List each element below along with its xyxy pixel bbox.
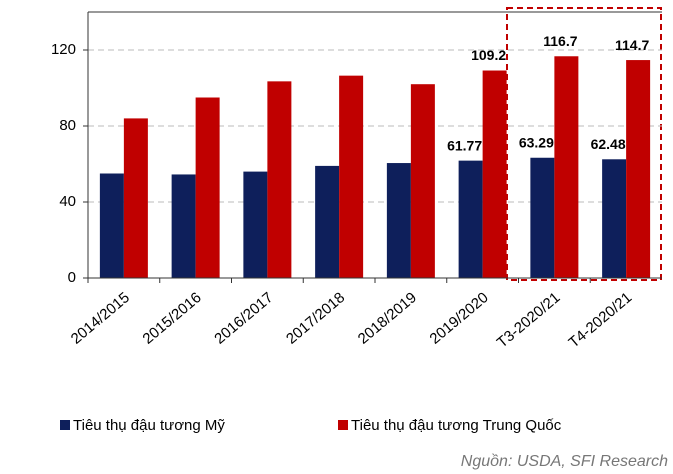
x-tick-label: 2017/2018 [283,289,348,348]
bar [171,174,196,278]
bar [626,60,651,278]
x-tick-label: 2018/2019 [355,289,420,348]
data-label: 114.7 [615,37,649,53]
source: Nguồn: USDA, SFI Research [461,453,668,470]
bar [99,173,124,278]
bar [267,81,292,278]
bar [482,70,507,279]
x-tick-label: 2016/2017 [211,289,276,348]
bar [315,165,340,278]
bar [339,75,364,279]
data-label: 62.48 [591,136,626,152]
x-tick-label: T3-2020/21 [494,289,564,351]
data-label: 109.2 [471,47,506,63]
bar [386,163,411,278]
x-tick-label: 2015/2016 [140,289,205,348]
bar [530,157,555,278]
bar [410,84,435,278]
data-label: 116.7 [543,33,577,49]
x-tick-label: 2014/2015 [68,289,133,348]
legend-label: Tiêu thụ đậu tương Trung Quốc [351,417,562,434]
highlight-box [506,7,662,281]
bar [123,118,148,279]
x-tick-label: T4-2020/21 [566,289,636,351]
bar [243,171,268,278]
bar [458,160,483,278]
bar [554,56,579,278]
legend-swatch [60,420,70,430]
y-tick-label: 40 [59,193,76,210]
y-tick-label: 120 [51,41,76,58]
legend-swatch [338,420,348,430]
bar [602,159,627,278]
x-tick-label: 2019/2020 [427,289,492,348]
bar [195,97,220,278]
data-label: 63.29 [519,134,554,150]
legend-label: Tiêu thụ đậu tương Mỹ [73,417,225,434]
y-tick-label: 0 [68,269,76,286]
data-label: 61.77 [447,137,482,153]
y-tick-label: 80 [59,117,76,134]
